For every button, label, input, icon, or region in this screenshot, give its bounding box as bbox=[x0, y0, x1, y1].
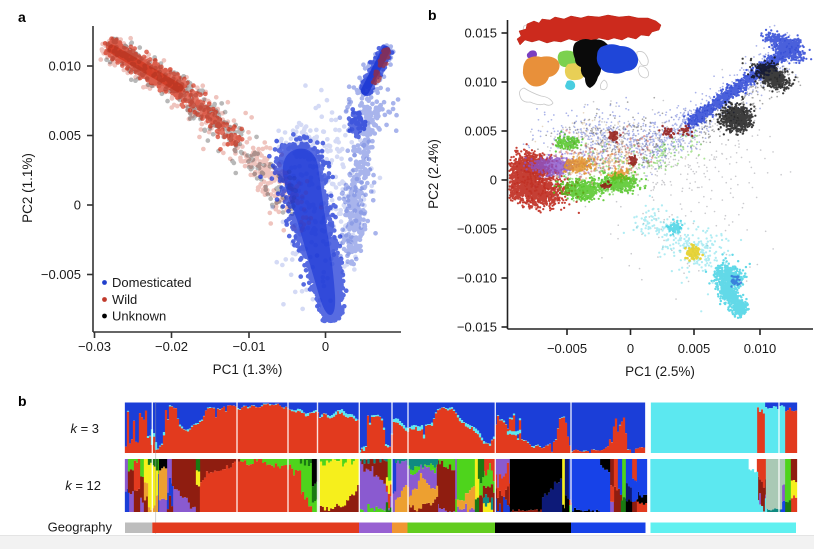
svg-text:PC1 (2.5%): PC1 (2.5%) bbox=[625, 364, 695, 379]
svg-text:−0.005: −0.005 bbox=[457, 222, 497, 237]
svg-text:−0.005: −0.005 bbox=[41, 267, 81, 282]
svg-text:b: b bbox=[428, 7, 437, 23]
svg-text:a: a bbox=[18, 9, 26, 25]
svg-text:Unknown: Unknown bbox=[112, 309, 166, 324]
svg-text:k = 12: k = 12 bbox=[65, 478, 101, 493]
svg-text:PC2 (2.4%): PC2 (2.4%) bbox=[426, 139, 441, 209]
svg-text:−0.03: −0.03 bbox=[78, 339, 111, 354]
svg-text:0: 0 bbox=[627, 341, 634, 356]
svg-text:Wild: Wild bbox=[112, 292, 137, 307]
svg-text:0.010: 0.010 bbox=[464, 75, 497, 90]
svg-text:0.005: 0.005 bbox=[678, 341, 711, 356]
svg-text:−0.02: −0.02 bbox=[155, 339, 188, 354]
svg-text:k = 3: k = 3 bbox=[70, 421, 99, 436]
svg-text:0.015: 0.015 bbox=[464, 26, 497, 41]
svg-text:0.010: 0.010 bbox=[48, 59, 81, 74]
svg-text:Geography: Geography bbox=[48, 520, 113, 535]
svg-text:0: 0 bbox=[490, 173, 497, 188]
svg-text:−0.015: −0.015 bbox=[457, 320, 497, 335]
svg-text:−0.005: −0.005 bbox=[547, 341, 587, 356]
svg-text:Domesticated: Domesticated bbox=[112, 275, 191, 290]
svg-text:0.010: 0.010 bbox=[744, 341, 777, 356]
svg-text:PC2 (1.1%): PC2 (1.1%) bbox=[20, 153, 35, 223]
svg-text:PC1 (1.3%): PC1 (1.3%) bbox=[213, 362, 283, 377]
svg-text:−0.01: −0.01 bbox=[233, 339, 266, 354]
svg-text:0: 0 bbox=[74, 198, 81, 213]
svg-text:−0.010: −0.010 bbox=[457, 271, 497, 286]
svg-text:0: 0 bbox=[322, 339, 329, 354]
svg-text:0.005: 0.005 bbox=[464, 124, 497, 139]
svg-text:b: b bbox=[18, 393, 27, 409]
svg-text:0.005: 0.005 bbox=[48, 128, 81, 143]
